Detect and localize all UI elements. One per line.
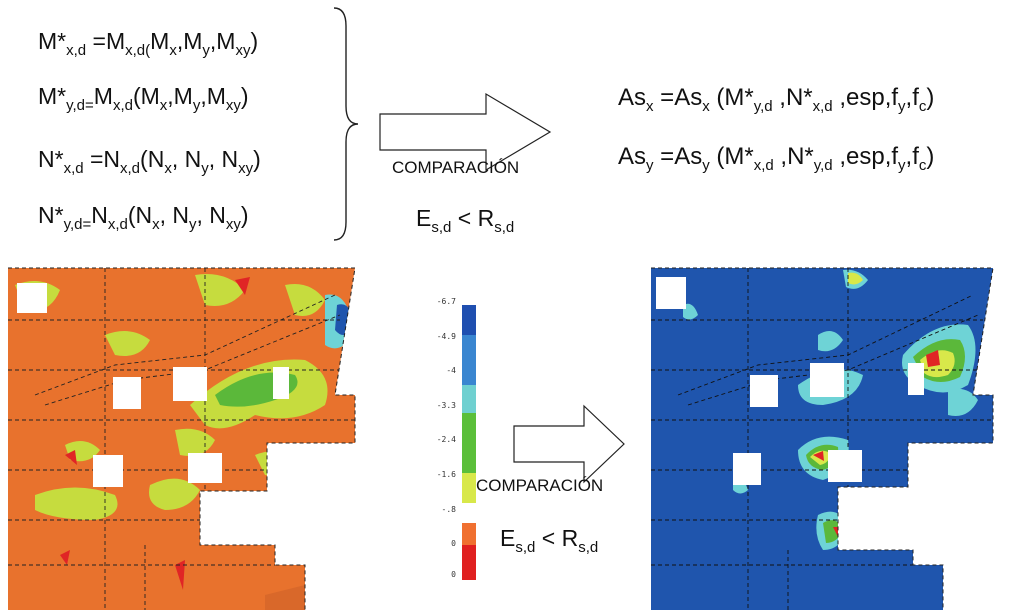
eq-mxd: M*x,d =Mx,d(Mx,My,Mxy)	[38, 28, 259, 59]
legend-label: 0	[451, 570, 456, 579]
legend-label: 0	[451, 539, 456, 548]
eq-asx: Asx =Asx (M*y,d ,N*x,d ,esp,fy,fc)	[618, 84, 935, 115]
top-comparison-label: COMPARACIÓN	[392, 158, 520, 177]
eq-myd: M*y,d=Mx,d(Mx,My,Mxy)	[38, 83, 249, 114]
bottom-condition: Es,d < Rs,d	[500, 525, 599, 556]
top-arrow-icon	[379, 92, 552, 172]
bottom-comparison-label: COMPARACIÓN	[476, 476, 604, 495]
legend-label: -6.7	[436, 297, 456, 306]
legend-label: -.8	[441, 505, 456, 514]
legend-label: -2.4	[436, 435, 456, 444]
legend-label: -1.6	[436, 470, 456, 479]
legend-label: -3.3	[436, 401, 456, 410]
eq-nyd: N*y,d=Nx,d(Nx, Ny, Nxy)	[38, 202, 249, 233]
curly-brace	[333, 7, 359, 241]
eq-asy: Asy =Asy (M*x,d ,N*y,d ,esp,fy,fc)	[618, 143, 935, 174]
legend-label: -4.9	[436, 332, 456, 341]
eq-nxd: N*x,d =Nx,d(Nx, Ny, Nxy)	[38, 146, 261, 177]
top-condition: Es,d < Rs,d	[416, 205, 515, 236]
color-legend	[462, 305, 476, 580]
bottom-arrow-icon	[513, 404, 625, 484]
right-contour-map	[651, 267, 994, 610]
legend-label: -4	[446, 366, 456, 375]
left-contour-map	[8, 267, 356, 610]
